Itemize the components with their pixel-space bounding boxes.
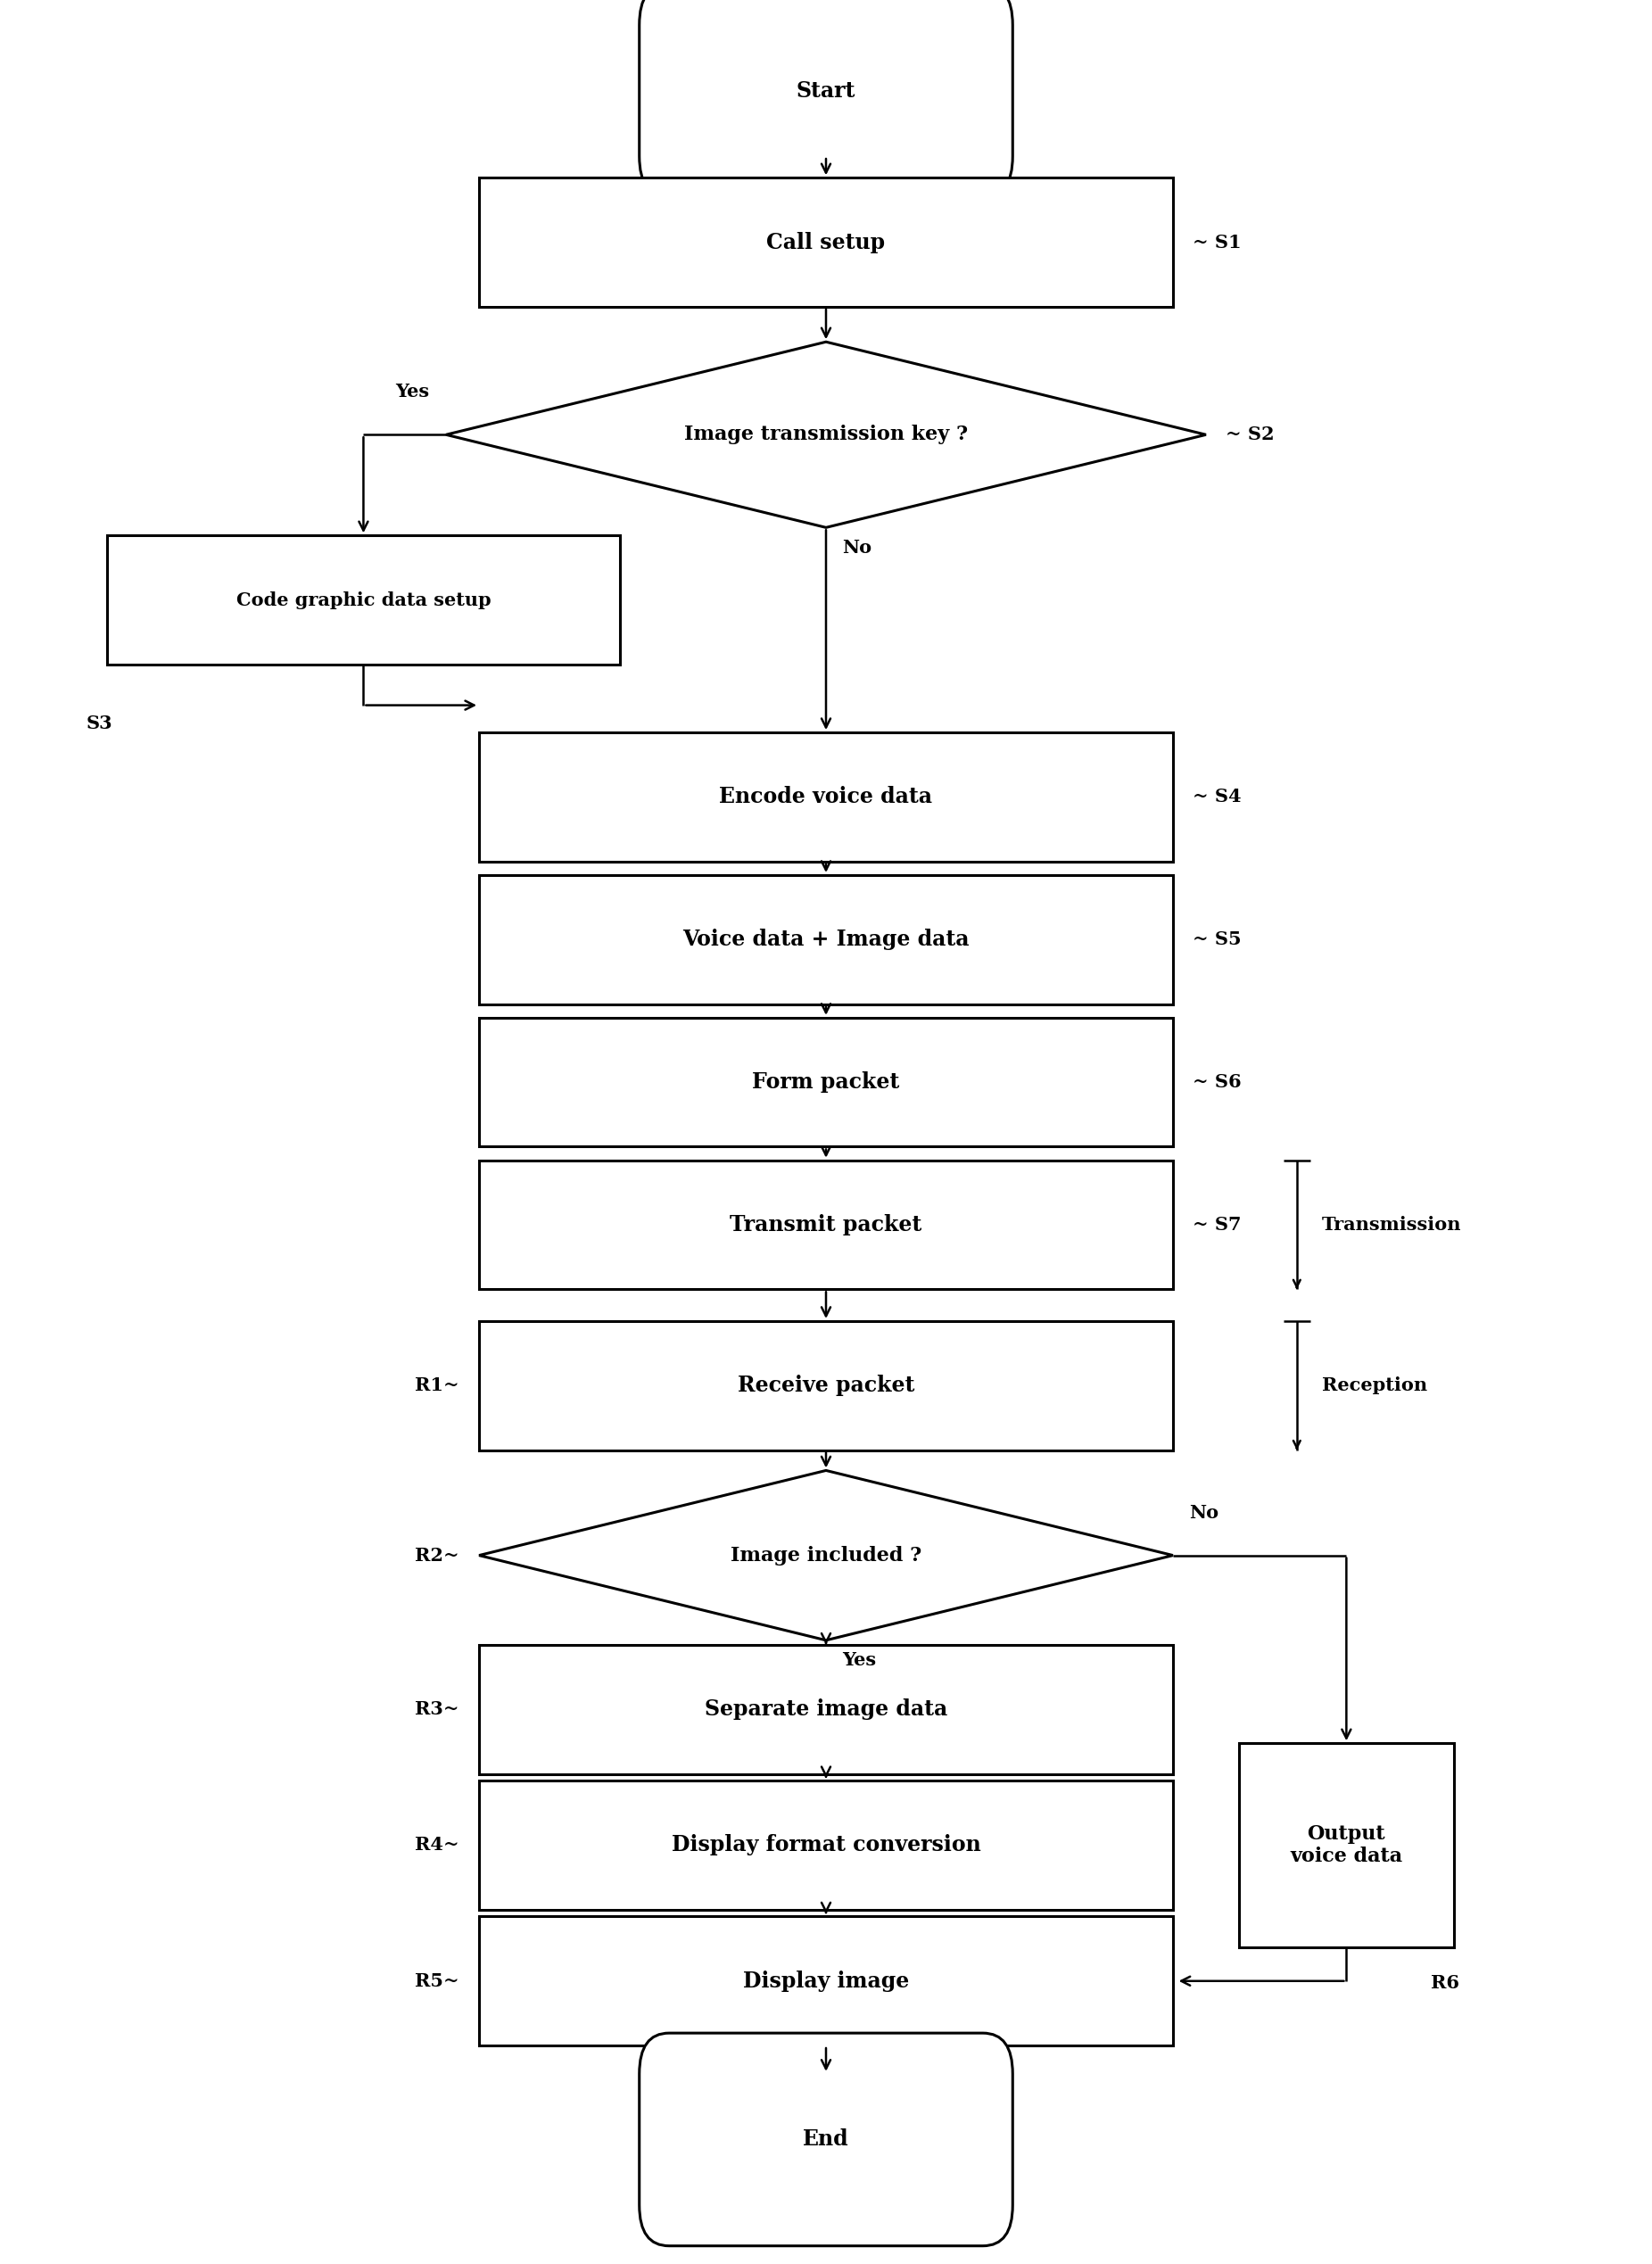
Text: No: No: [1189, 1503, 1219, 1521]
Bar: [479, 1019, 1173, 1148]
Bar: [479, 731, 1173, 860]
Bar: [1239, 1743, 1454, 1947]
Text: Form packet: Form packet: [752, 1071, 900, 1094]
Text: End: End: [803, 2128, 849, 2151]
Text: Display image: Display image: [743, 1970, 909, 1992]
Polygon shape: [479, 1472, 1173, 1639]
Text: Transmit packet: Transmit packet: [730, 1214, 922, 1236]
Text: Start: Start: [796, 79, 856, 102]
Bar: [479, 179, 1173, 308]
Text: R2~: R2~: [415, 1546, 459, 1564]
Text: Reception: Reception: [1322, 1377, 1427, 1395]
Text: R1~: R1~: [415, 1377, 459, 1395]
Text: ~ S2: ~ S2: [1226, 426, 1274, 444]
Text: ~ S7: ~ S7: [1193, 1216, 1241, 1234]
FancyBboxPatch shape: [639, 2033, 1013, 2246]
Text: Yes: Yes: [843, 1653, 877, 1669]
Text: S3: S3: [86, 715, 112, 731]
Bar: [479, 874, 1173, 1005]
Bar: [107, 534, 620, 666]
Text: ~ S6: ~ S6: [1193, 1073, 1241, 1091]
Text: ~ S5: ~ S5: [1193, 931, 1241, 949]
Text: Image included ?: Image included ?: [730, 1546, 922, 1564]
Bar: [479, 1915, 1173, 2047]
Text: Yes: Yes: [395, 383, 430, 401]
Text: Call setup: Call setup: [767, 231, 885, 254]
Text: ~ S4: ~ S4: [1193, 788, 1241, 806]
FancyBboxPatch shape: [639, 0, 1013, 197]
Text: Image transmission key ?: Image transmission key ?: [684, 426, 968, 444]
Text: Encode voice data: Encode voice data: [719, 786, 933, 808]
Text: R6: R6: [1431, 1974, 1460, 1992]
Text: Output
voice data: Output voice data: [1290, 1825, 1403, 1866]
Text: Voice data + Image data: Voice data + Image data: [682, 928, 970, 951]
Text: Separate image data: Separate image data: [704, 1698, 948, 1721]
Bar: [479, 1322, 1173, 1451]
Text: ~ S1: ~ S1: [1193, 233, 1241, 251]
Bar: [479, 1161, 1173, 1290]
Polygon shape: [446, 342, 1206, 528]
Bar: [479, 1780, 1173, 1911]
Text: Receive packet: Receive packet: [737, 1374, 915, 1397]
Text: No: No: [843, 539, 872, 557]
Text: R5~: R5~: [415, 1972, 459, 1990]
Text: R3~: R3~: [415, 1700, 459, 1718]
Text: Transmission: Transmission: [1322, 1216, 1462, 1234]
Text: Display format conversion: Display format conversion: [671, 1834, 981, 1856]
Text: R4~: R4~: [415, 1836, 459, 1854]
Bar: [479, 1644, 1173, 1775]
Text: Code graphic data setup: Code graphic data setup: [236, 591, 491, 609]
